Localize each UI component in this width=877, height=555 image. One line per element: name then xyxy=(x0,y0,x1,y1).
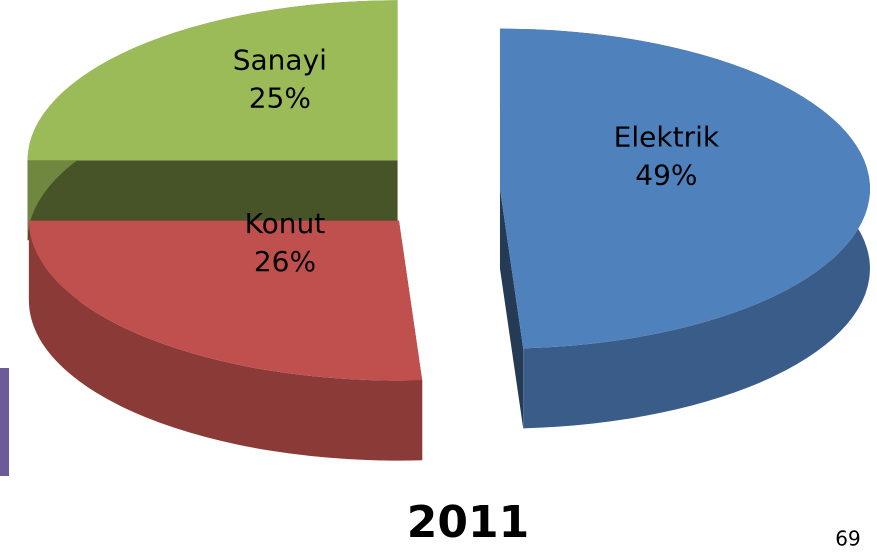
slice-wall xyxy=(27,160,398,241)
slice-value-label: 25% xyxy=(249,81,311,114)
slice-label: Konut xyxy=(245,207,326,240)
slice xyxy=(27,0,398,161)
accent-bar xyxy=(0,368,9,476)
slice-label: Sanayi xyxy=(233,43,327,76)
slice-side xyxy=(28,220,423,461)
slice xyxy=(499,28,870,349)
slice-value-label: 49% xyxy=(635,158,697,191)
slice-wall xyxy=(499,188,524,429)
chart-title: 2011 xyxy=(407,497,529,548)
slice-value-label: 26% xyxy=(254,245,316,278)
slice-label: Elektrik xyxy=(614,120,720,153)
slice xyxy=(28,220,423,381)
page-number: 69 xyxy=(835,527,860,551)
